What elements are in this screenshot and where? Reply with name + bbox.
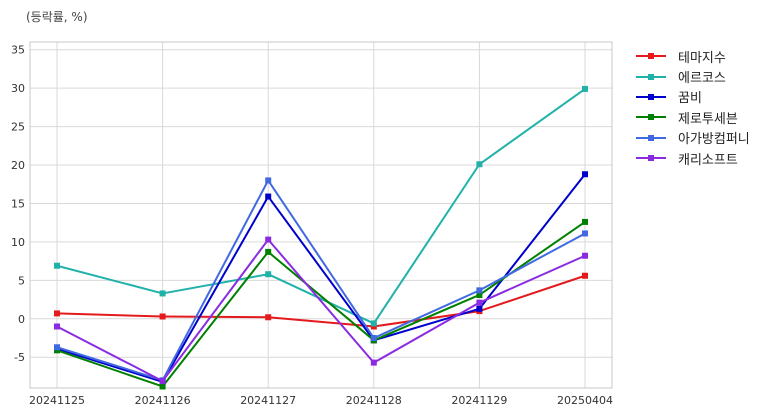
data-point	[370, 359, 377, 366]
y-tick-label: 30	[11, 82, 25, 95]
data-point	[370, 323, 377, 330]
data-point	[476, 299, 483, 306]
data-point	[582, 171, 588, 178]
data-point	[159, 290, 166, 297]
legend-label: 꿈비	[678, 91, 702, 107]
y-tick-label: 20	[11, 159, 25, 172]
legend-swatch	[636, 71, 666, 83]
data-point	[265, 193, 272, 200]
legend-item: 테마지수	[636, 46, 750, 66]
y-tick-label: 15	[11, 197, 25, 210]
x-tick-label: 20250404	[557, 394, 613, 407]
legend-swatch	[636, 152, 666, 164]
legend-swatch	[636, 132, 666, 144]
x-tick-label: 20241125	[29, 394, 85, 407]
data-point	[54, 262, 60, 269]
y-tick-label: 0	[18, 313, 25, 326]
data-point	[582, 218, 588, 225]
data-point	[54, 323, 60, 330]
data-point	[265, 236, 272, 243]
x-tick-label: 20241128	[346, 394, 402, 407]
data-point	[582, 252, 588, 259]
data-point	[159, 378, 166, 385]
legend-item: 꿈비	[636, 87, 750, 107]
legend-label: 에르코스	[678, 71, 726, 87]
data-point	[476, 305, 483, 312]
x-tick-label: 20241129	[451, 394, 507, 407]
grid-layer	[30, 42, 612, 388]
series-line	[56, 274, 586, 328]
data-point	[54, 344, 60, 351]
data-point	[159, 313, 166, 320]
data-point	[582, 230, 588, 237]
plot-frame	[29, 41, 613, 389]
series-group	[54, 85, 588, 327]
series-line	[56, 238, 586, 383]
series-group	[54, 218, 588, 390]
legend-swatch	[636, 91, 666, 103]
data-point	[159, 383, 166, 390]
data-point	[265, 177, 272, 184]
data-point	[370, 320, 377, 327]
data-point	[476, 291, 483, 298]
data-point	[476, 287, 483, 294]
unit-label: (등락률, %)	[26, 10, 88, 24]
legend-item: 캐리소프트	[636, 148, 750, 168]
legend-item: 에르코스	[636, 66, 750, 86]
legend-label: 제로투세븐	[678, 111, 738, 127]
data-point	[582, 85, 588, 92]
data-point	[582, 272, 588, 279]
series-line	[56, 88, 586, 325]
x-tick-label: 20241126	[135, 394, 191, 407]
data-point	[265, 271, 272, 278]
legend-swatch	[636, 50, 666, 62]
x-tick-label: 20241127	[240, 394, 296, 407]
tick-layer: -5 0 5 10 15 20 25 30 35 20241125 20241126 20241127…	[11, 44, 613, 407]
legend-item: 제로투세븐	[636, 107, 750, 127]
legend-label: 테마지수	[678, 50, 726, 66]
data-point	[265, 314, 272, 321]
data-point	[370, 335, 377, 342]
series-line	[56, 173, 586, 383]
legend-item: 아가방컴퍼니	[636, 128, 750, 148]
data-point	[54, 310, 60, 317]
data-point	[54, 347, 60, 354]
series-group	[54, 236, 588, 385]
y-tick-label: 10	[11, 236, 25, 249]
y-tick-label: 35	[11, 44, 25, 57]
series-layer	[54, 85, 588, 390]
legend-label: 캐리소프트	[678, 152, 738, 168]
legend-label: 아가방컴퍼니	[678, 132, 750, 148]
y-tick-label: 5	[18, 274, 25, 287]
series-line	[56, 221, 586, 388]
data-point	[476, 161, 483, 168]
series-line	[56, 179, 586, 382]
legend-swatch	[636, 111, 666, 123]
y-tick-label: -5	[14, 351, 25, 364]
data-point	[265, 248, 272, 255]
y-tick-label: 25	[11, 121, 25, 134]
